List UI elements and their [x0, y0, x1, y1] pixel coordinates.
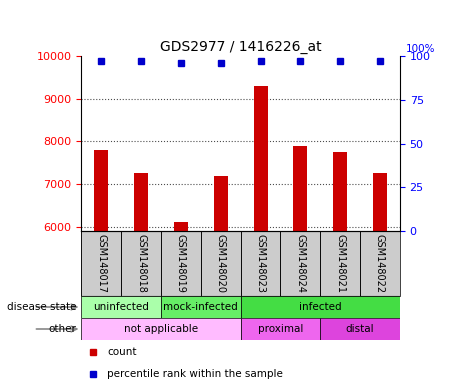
Text: percentile rank within the sample: percentile rank within the sample: [107, 369, 283, 379]
Bar: [134, 174, 148, 231]
Text: disease state: disease state: [7, 302, 77, 312]
Bar: [174, 222, 188, 231]
Text: 100%: 100%: [406, 44, 436, 54]
Text: GSM148018: GSM148018: [136, 233, 146, 293]
Text: infected: infected: [299, 302, 342, 312]
Text: distal: distal: [346, 324, 374, 334]
Title: GDS2977 / 1416226_at: GDS2977 / 1416226_at: [160, 40, 321, 54]
Text: other: other: [49, 324, 77, 334]
Bar: [373, 174, 387, 231]
Bar: [241, 318, 320, 340]
Bar: [214, 175, 228, 231]
Bar: [253, 86, 267, 231]
Bar: [320, 318, 400, 340]
Text: GSM148021: GSM148021: [335, 233, 345, 293]
Bar: [201, 231, 241, 296]
Text: GSM148023: GSM148023: [256, 233, 266, 293]
Text: GSM148022: GSM148022: [375, 233, 385, 293]
Bar: [81, 318, 241, 340]
Text: GSM148020: GSM148020: [216, 233, 226, 293]
Text: proximal: proximal: [258, 324, 303, 334]
Bar: [360, 231, 400, 296]
Text: uninfected: uninfected: [93, 302, 149, 312]
Bar: [81, 231, 121, 296]
Bar: [94, 150, 108, 231]
Text: not applicable: not applicable: [124, 324, 198, 334]
Bar: [320, 231, 360, 296]
Text: GSM148017: GSM148017: [96, 233, 106, 293]
Bar: [161, 231, 201, 296]
Bar: [280, 231, 320, 296]
Text: mock-infected: mock-infected: [163, 302, 238, 312]
Bar: [161, 296, 241, 318]
Text: GSM148019: GSM148019: [176, 233, 186, 293]
Bar: [241, 231, 280, 296]
Bar: [333, 152, 347, 231]
Bar: [81, 296, 161, 318]
Text: count: count: [107, 347, 136, 357]
Text: GSM148024: GSM148024: [295, 233, 306, 293]
Bar: [121, 231, 161, 296]
Bar: [293, 146, 307, 231]
Bar: [241, 296, 400, 318]
